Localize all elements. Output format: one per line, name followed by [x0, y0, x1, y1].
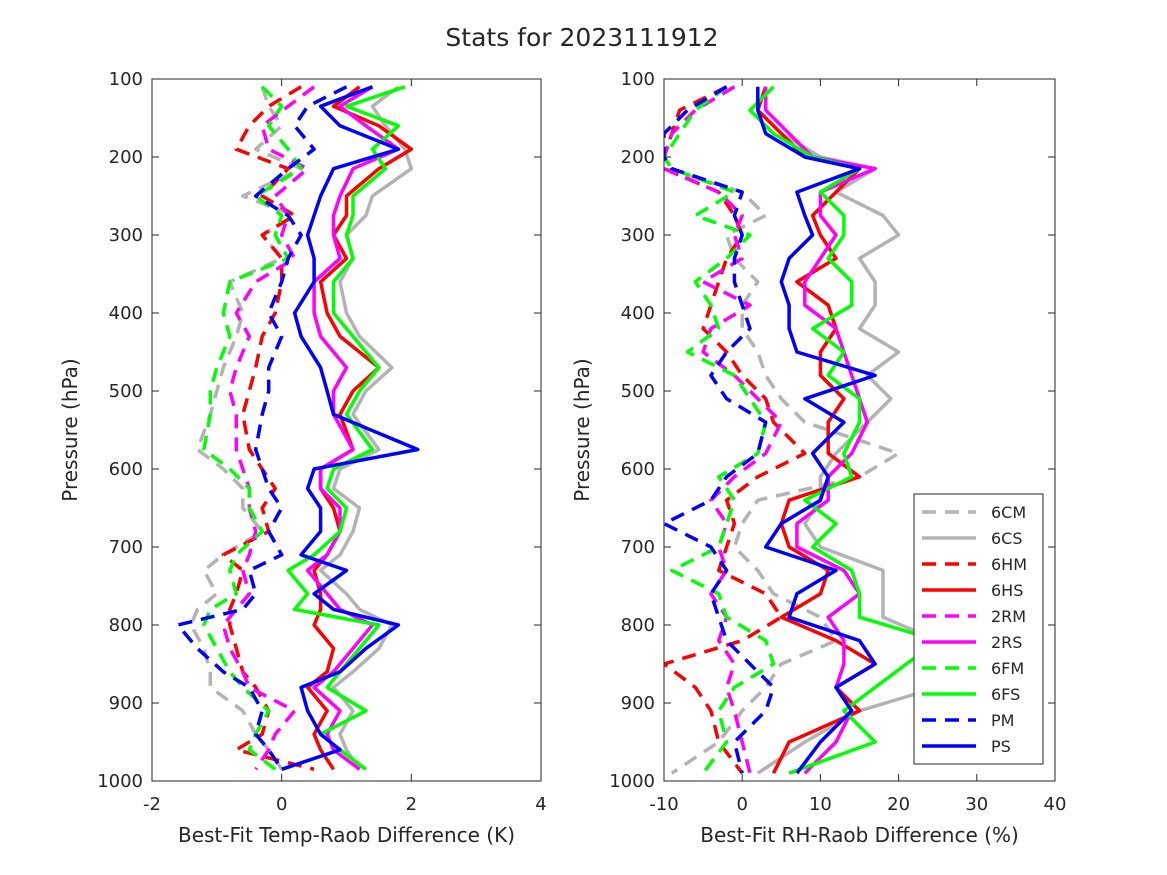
- legend-label-6hm: 6HM: [991, 555, 1027, 574]
- legend-label-6hs: 6HS: [991, 581, 1023, 600]
- temperature-series-6hm: [221, 85, 315, 771]
- temperature-ytick-label: 900: [109, 693, 143, 714]
- rh-xlabel: Best-Fit RH-Raob Difference (%): [700, 823, 1019, 847]
- rh-ytick-label: 800: [621, 615, 655, 636]
- rh-series-pm: [664, 85, 776, 774]
- temperature-panel: -2 0 2 4 100 200 300 400 500 600 700 800 900 1000 Bes…: [58, 69, 547, 847]
- temperature-xtick-label: 2: [406, 794, 417, 815]
- temperature-ytick-label: 100: [109, 69, 143, 90]
- rh-xtick-label: -10: [649, 794, 678, 815]
- rh-ytick-label: 700: [621, 537, 655, 558]
- temperature-ytick-label: 1000: [97, 771, 143, 792]
- rh-ytick-label: 300: [621, 225, 655, 246]
- rh-xtick-label: 20: [887, 794, 910, 815]
- rh-axes-box: [663, 78, 1056, 782]
- temperature-ytick-label: 500: [109, 381, 143, 402]
- legend-label-6fm: 6FM: [991, 659, 1024, 678]
- legend-label-6fs: 6FS: [991, 685, 1020, 704]
- temperature-series-pm: [176, 85, 348, 771]
- rh-series-6fm: [664, 85, 776, 775]
- temperature-axes-box: [151, 78, 542, 782]
- rh-xtick-label: 30: [965, 794, 988, 815]
- temperature-series-2rs: [305, 85, 401, 771]
- temperature-series-6fm: [202, 85, 303, 771]
- rh-ytick-label: 400: [621, 303, 655, 324]
- legend-label-2rs: 2RS: [991, 633, 1022, 652]
- rh-xtick-label: 40: [1044, 794, 1067, 815]
- rh-xtick-label: 0: [736, 794, 747, 815]
- temperature-series-ps: [281, 85, 420, 771]
- rh-ytick-label: 500: [621, 381, 655, 402]
- temperature-xtick-label: 4: [535, 794, 546, 815]
- temperature-ytick-label: 600: [109, 459, 143, 480]
- temperature-series-layer: [176, 85, 420, 771]
- rh-series-6cm: [664, 85, 901, 775]
- temperature-ytick-label: 400: [109, 303, 143, 324]
- rh-ytick-label: 200: [621, 147, 655, 168]
- rh-ytick-label: 100: [621, 69, 655, 90]
- legend-label-pm: PM: [991, 711, 1014, 730]
- temperature-ytick-label: 800: [109, 615, 143, 636]
- temperature-ytick-label: 300: [109, 225, 143, 246]
- legend-label-6cm: 6CM: [991, 503, 1026, 522]
- temperature-xtick-label: 0: [276, 794, 287, 815]
- rh-series-ps: [756, 86, 877, 775]
- temperature-ytick-label: 700: [109, 537, 143, 558]
- rh-series-2rm: [664, 85, 784, 774]
- figure-title: Stats for 2023111912: [445, 23, 718, 52]
- legend-box: [913, 493, 1044, 765]
- temperature-tick-layer: -2 0 2 4 100 200 300 400 500 600 700 800 900 1000: [97, 69, 547, 815]
- legend-label-ps: PS: [991, 737, 1011, 756]
- rh-xtick-label: 10: [809, 794, 832, 815]
- rh-panel: -10 0 10 20 30 40 100 200 300 400 500 600 700 800 900 1…: [570, 69, 1066, 847]
- temperature-ylabel: Pressure (hPa): [58, 358, 82, 501]
- rh-tick-layer: -10 0 10 20 30 40 100 200 300 400 500 600 700 800 900 1…: [609, 69, 1066, 815]
- temperature-xtick-label: -2: [143, 794, 161, 815]
- legend-label-2rm: 2RM: [991, 607, 1026, 626]
- rh-ytick-label: 600: [621, 459, 655, 480]
- temperature-ytick-label: 200: [109, 147, 143, 168]
- rh-ytick-label: 1000: [609, 771, 655, 792]
- legend: 6CM 6CS 6HM 6HS 2RM 2RS 6FM 6FS PM PS: [913, 493, 1044, 765]
- rh-ytick-label: 900: [621, 693, 655, 714]
- legend-label-6cs: 6CS: [991, 529, 1023, 548]
- rh-ylabel: Pressure (hPa): [570, 358, 594, 501]
- temperature-xlabel: Best-Fit Temp-Raob Difference (K): [178, 823, 515, 847]
